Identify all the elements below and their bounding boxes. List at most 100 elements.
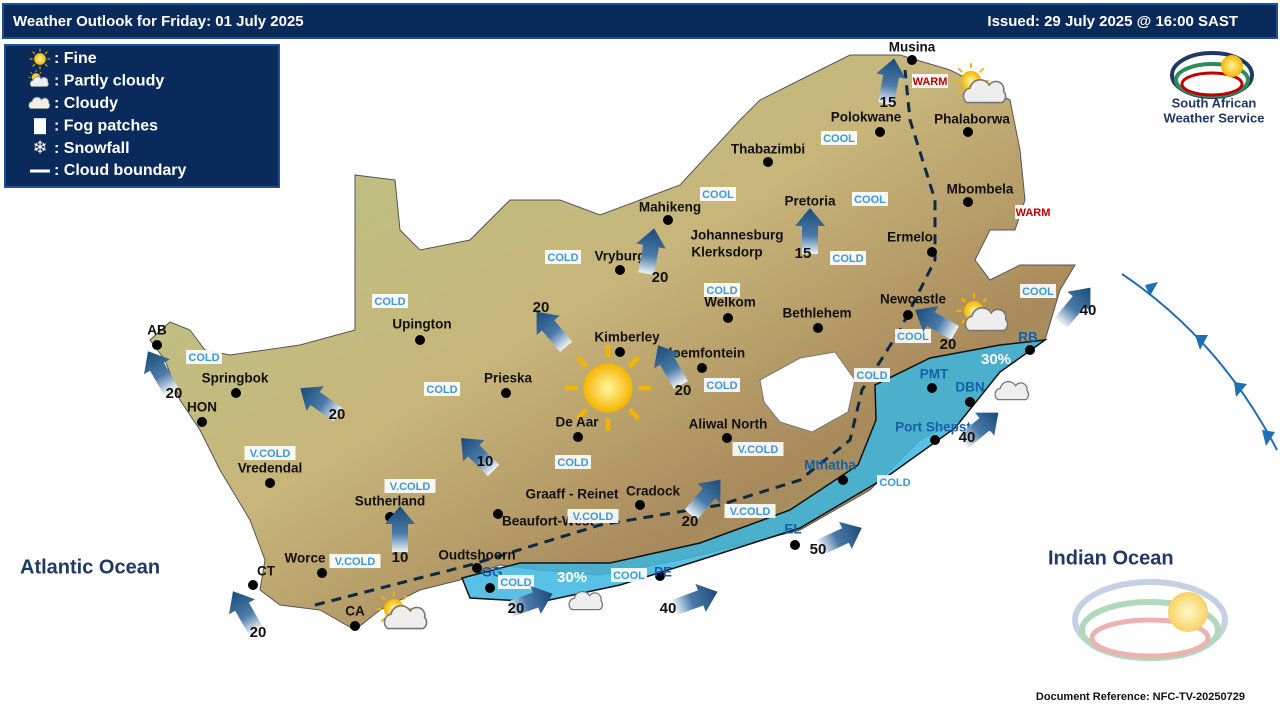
wind-arrow [385, 506, 415, 552]
temperature-tag: COLD [426, 384, 457, 396]
wind-speed: 50 [810, 541, 827, 558]
city-marker [927, 383, 937, 393]
temperature-tag: COOL [1022, 286, 1054, 298]
city-label: Klerksdorp [691, 245, 762, 260]
wind-speed: 20 [508, 600, 525, 617]
wind-arrow [671, 583, 718, 616]
city-label: Kimberley [594, 330, 660, 345]
city-label: EL [784, 522, 801, 537]
city-label: Upington [392, 317, 451, 332]
temperature-tag-bg [424, 382, 460, 396]
temperature-tag-bg [498, 575, 534, 589]
wind-arrow [816, 521, 862, 555]
city-marker [615, 347, 625, 357]
city-marker [763, 157, 773, 167]
temperature-tag: WARM [913, 76, 948, 88]
city-marker [963, 197, 973, 207]
logo-watermark [1072, 579, 1228, 661]
city-marker [723, 313, 733, 323]
temperature-tag-bg [384, 479, 436, 493]
logo-text: Weather Service [1164, 110, 1265, 125]
city-label: Johannesburg [690, 228, 783, 243]
wind-arrow [636, 228, 666, 276]
city-label: Bloemfontein [659, 346, 745, 361]
city-label: Mthatha [804, 458, 856, 473]
temperature-tag: V.COLD [738, 444, 779, 456]
city-marker [813, 323, 823, 333]
city-label: Mahikeng [639, 200, 701, 215]
city-marker [663, 215, 673, 225]
temperature-tag-bg [611, 568, 647, 582]
wind-speed: 10 [477, 453, 494, 470]
city-marker [472, 563, 482, 573]
issued: Issued: 29 July 2025 @ 16:00 SAST [987, 13, 1238, 30]
temperature-tag-bg [244, 446, 296, 460]
wind-arrow [229, 591, 263, 636]
temperature-tag: COLD [500, 577, 531, 589]
front-markers [1145, 282, 1275, 446]
city-marker [152, 340, 162, 350]
city-marker [903, 310, 913, 320]
city-label: Cradock [626, 484, 681, 499]
city-label: Springbok [202, 371, 269, 386]
temperature-tag-bg [852, 192, 888, 206]
temperature-tag-bg [854, 368, 890, 382]
temperature-tag: COOL [897, 331, 929, 343]
city-label: DBN [955, 380, 984, 395]
temperature-tag-bg [545, 250, 581, 264]
wind-arrow [795, 208, 825, 254]
legend: : Fine: Partly cloudy: Cloudy: Fog patch… [28, 48, 187, 179]
temperature-tag-bg [895, 329, 931, 343]
city-label: Vryburg [594, 249, 645, 264]
city-marker [317, 568, 327, 578]
city-marker [615, 265, 625, 275]
temperature-tag-bg [372, 294, 408, 308]
city-marker [415, 335, 425, 345]
city-label: Oudtshoorn [438, 548, 515, 563]
city-label: Prieska [484, 371, 533, 386]
map-labels: Musina Polokwane Phalaborwa Thabazimbi Mbomb… [144, 40, 1096, 641]
wind-arrow [461, 438, 500, 477]
wind-speed: 40 [660, 600, 677, 617]
city-label: De Aar [555, 415, 599, 430]
city-marker [248, 580, 258, 590]
wind-arrow [300, 386, 343, 422]
temperature-tag-bg [732, 442, 784, 456]
wind-speed: 15 [880, 94, 897, 111]
temperature-tag-bg [704, 283, 740, 297]
temperature-tag: COLD [547, 252, 578, 264]
coastal-cloud [460, 338, 1048, 603]
temperature-tag: COLD [879, 477, 910, 489]
temperature-tag: COOL [854, 194, 886, 206]
city-label: Aliwal North [689, 417, 768, 432]
city-marker [655, 571, 665, 581]
wind-arrow [684, 479, 721, 520]
legend-label: : Partly cloudy [54, 73, 164, 90]
city-marker [722, 433, 732, 443]
wind-arrow [915, 306, 960, 340]
city-label: Ermelo [887, 230, 933, 245]
wind-speed: 20 [682, 513, 699, 530]
temperature-tag-bg [830, 251, 866, 265]
city-label: AB [147, 323, 167, 338]
temperature-tag-bg [700, 187, 736, 201]
city-label: GG [481, 565, 502, 580]
city-label: Sutherland [355, 494, 426, 509]
city-marker [501, 388, 511, 398]
city-marker [493, 509, 503, 519]
wind-speed: 20 [940, 336, 957, 353]
temperature-tag: COOL [613, 570, 645, 582]
wind-speed: 20 [533, 299, 550, 316]
header-bar [2, 3, 1278, 39]
wind-arrow [654, 345, 688, 390]
wind-speed: 20 [250, 624, 267, 641]
temperature-tag: COLD [188, 352, 219, 364]
city-label: Graaff - Reinet [525, 487, 619, 502]
city-marker [197, 417, 207, 427]
rain-chance: 30% [981, 351, 1011, 368]
city-marker [907, 55, 917, 65]
legend-box [4, 44, 280, 188]
city-marker [790, 540, 800, 550]
city-label: CT [257, 564, 276, 579]
city-label: Newcastle [880, 292, 947, 307]
